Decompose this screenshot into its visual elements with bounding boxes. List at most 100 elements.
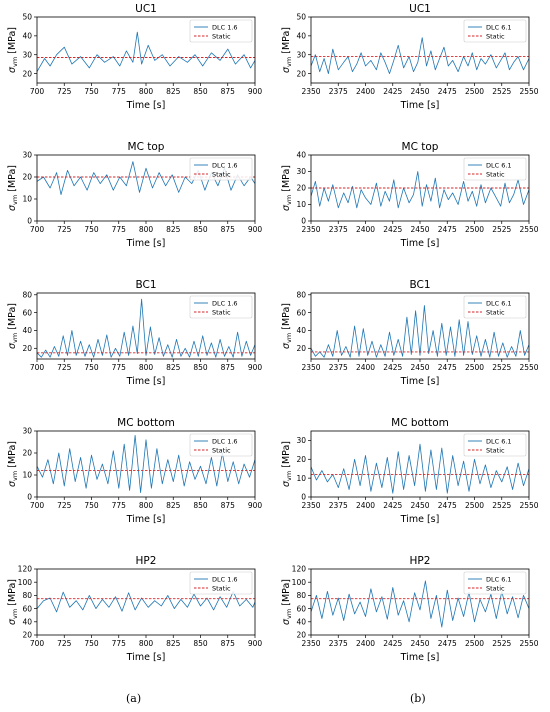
x-tick-label: 2550 <box>519 363 538 372</box>
y-tick-label: 40 <box>296 32 306 41</box>
y-tick-label: 120 <box>292 565 307 574</box>
x-tick-label: 850 <box>193 87 208 96</box>
x-tick-label: 2525 <box>492 639 511 648</box>
y-tick-label: 60 <box>22 604 32 613</box>
x-tick-label: 800 <box>139 87 154 96</box>
y-tick-label: 20 <box>22 344 32 353</box>
x-tick-label: 2425 <box>383 363 402 372</box>
y-tick-label: 20 <box>296 69 306 78</box>
y-tick-label: 60 <box>296 308 306 317</box>
x-axis-label: Time [s] <box>126 652 166 663</box>
x-tick-label: 725 <box>57 225 72 234</box>
x-tick-label: 2500 <box>465 363 484 372</box>
x-tick-label: 900 <box>248 639 263 648</box>
x-tick-label: 2450 <box>410 87 429 96</box>
chart-title: MC top <box>402 141 439 153</box>
x-tick-label: 2375 <box>329 225 348 234</box>
chart-panel-3: MC top 2350 2375 2400 2425 2450 2475 2500 2525 25… <box>281 141 539 249</box>
chart-panel-7: MC bottom 2350 2375 2400 2425 2450 2475 2500 252… <box>281 417 539 525</box>
y-tick-label: 20 <box>22 631 32 640</box>
chart-panel-1: UC1 2350 2375 2400 2425 2450 2475 2500 2525 2550 2… <box>281 3 539 111</box>
x-tick-label: 900 <box>248 501 263 510</box>
legend-label: Static <box>486 309 505 317</box>
chart-title: HP2 <box>136 555 157 567</box>
x-tick-label: 2375 <box>329 639 348 648</box>
legend-label: Static <box>486 33 505 41</box>
x-axis-label: Time [s] <box>126 514 166 525</box>
y-tick-label: 30 <box>296 436 306 445</box>
x-tick-label: 2350 <box>301 225 320 234</box>
x-tick-label: 2525 <box>492 225 511 234</box>
legend-label: DLC 1.6 <box>212 162 238 170</box>
x-tick-label: 2525 <box>492 501 511 510</box>
chart-panel-5: BC1 2350 2375 2400 2425 2450 2475 2500 2525 2550 2… <box>281 279 539 387</box>
x-tick-label: 750 <box>84 225 99 234</box>
x-tick-label: 725 <box>57 363 72 372</box>
column-b-label: (b) <box>410 692 426 705</box>
series-line-dlc <box>311 171 529 209</box>
chart-title: HP2 <box>410 555 431 567</box>
x-axis-label: Time [s] <box>126 376 166 387</box>
legend-label: DLC 6.1 <box>486 438 512 446</box>
x-tick-label: 875 <box>221 363 236 372</box>
x-tick-label: 875 <box>221 639 236 648</box>
y-tick-label: 0 <box>301 493 306 502</box>
y-tick-label: 0 <box>27 217 32 226</box>
chart-panel-9: HP2 2350 2375 2400 2425 2450 2475 2500 2525 2550 2… <box>281 555 539 663</box>
x-tick-label: 775 <box>112 501 127 510</box>
x-tick-label: 750 <box>84 363 99 372</box>
chart-title: BC1 <box>409 279 430 291</box>
y-tick-label: 40 <box>22 326 32 335</box>
y-tick-label: 10 <box>296 200 306 209</box>
chart-panel-6: MC bottom 700 725 750 775 800 825 850 875 900 0 10 2… <box>7 417 262 525</box>
x-tick-label: 2375 <box>329 363 348 372</box>
x-tick-label: 2450 <box>410 225 429 234</box>
x-tick-label: 2450 <box>410 639 429 648</box>
x-tick-label: 800 <box>139 501 154 510</box>
legend-box <box>189 433 253 457</box>
legend-label: DLC 1.6 <box>212 300 238 308</box>
legend-label: DLC 6.1 <box>486 300 512 308</box>
x-tick-label: 900 <box>248 87 263 96</box>
x-tick-label: 2450 <box>410 363 429 372</box>
x-tick-label: 775 <box>112 87 127 96</box>
y-tick-label: 40 <box>22 32 32 41</box>
chart-title: MC top <box>128 141 165 153</box>
x-tick-label: 825 <box>166 225 181 234</box>
legend-box <box>189 571 253 595</box>
y-tick-label: 10 <box>296 474 306 483</box>
x-axis-label: Time [s] <box>126 100 166 111</box>
y-tick-label: 30 <box>296 50 306 59</box>
x-tick-label: 2475 <box>438 639 457 648</box>
x-axis-label: Time [s] <box>400 514 440 525</box>
legend-label: Static <box>486 171 505 179</box>
x-tick-label: 2475 <box>438 501 457 510</box>
y-axis-label: σvm [MPa] <box>7 165 19 211</box>
x-tick-label: 2425 <box>383 639 402 648</box>
legend-box <box>463 295 527 319</box>
y-tick-label: 40 <box>296 151 306 160</box>
y-tick-label: 120 <box>18 565 33 574</box>
y-axis-label: σvm [MPa] <box>7 441 19 487</box>
y-tick-label: 30 <box>22 151 32 160</box>
chart-title: UC1 <box>135 3 157 15</box>
legend-label: DLC 6.1 <box>486 576 512 584</box>
x-tick-label: 2475 <box>438 363 457 372</box>
x-tick-label: 2400 <box>356 363 375 372</box>
y-tick-label: 80 <box>296 591 306 600</box>
chart-title: MC bottom <box>117 417 175 429</box>
series-line-dlc <box>311 305 529 358</box>
y-tick-label: 40 <box>296 618 306 627</box>
x-tick-label: 2350 <box>301 501 320 510</box>
legend-label: DLC 6.1 <box>486 162 512 170</box>
y-axis-label: σvm [MPa] <box>281 579 293 625</box>
x-tick-label: 2550 <box>519 225 538 234</box>
y-tick-label: 20 <box>296 455 306 464</box>
legend-label: Static <box>212 171 231 179</box>
